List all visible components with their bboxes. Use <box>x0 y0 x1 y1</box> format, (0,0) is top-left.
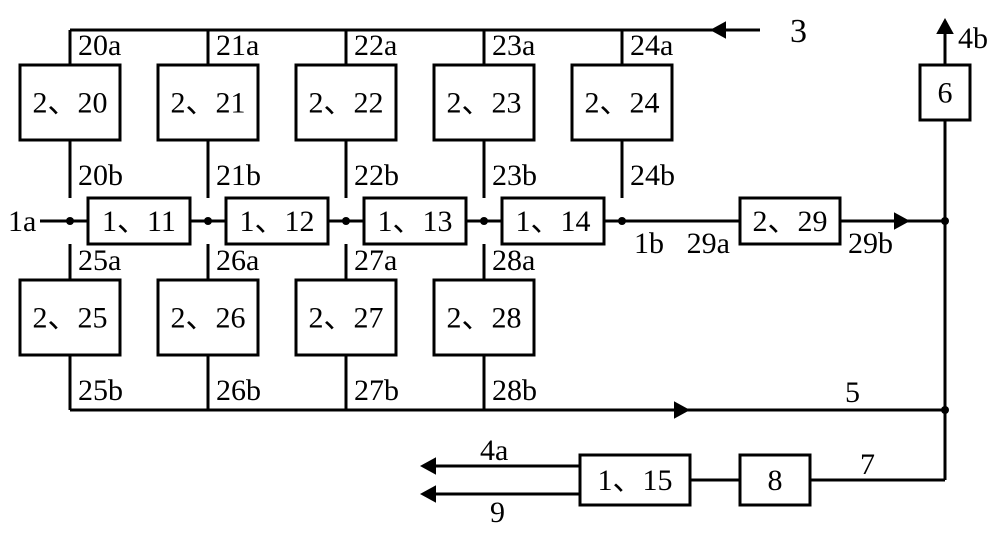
tag-26a: 26a <box>216 244 259 277</box>
tag-26b: 26b <box>216 374 261 407</box>
label-1a: 1a <box>8 205 36 238</box>
tag-25b: 25b <box>78 374 123 407</box>
circuit-diagram: 3 2、20 20a 20b 2、21 21a 21b 2、22 22a 22b 2、23 23a 23… <box>0 0 1000 536</box>
arrow-head <box>710 21 726 39</box>
tag-22a: 22a <box>354 29 397 62</box>
tag-23a: 23a <box>492 29 535 62</box>
tag-29a: 29a <box>687 227 730 260</box>
boxlabel-b24: 2、24 <box>585 87 660 120</box>
arrow-head <box>674 401 690 419</box>
label-3: 3 <box>790 13 807 50</box>
label-7: 7 <box>860 448 875 481</box>
boxlabel-b23: 2、23 <box>447 87 522 120</box>
tag-28a: 28a <box>492 244 535 277</box>
boxlabel-8: 8 <box>768 464 783 497</box>
arrow-head <box>936 18 954 34</box>
arrow-head <box>420 485 436 503</box>
tag-27b: 27b <box>354 374 399 407</box>
tag-21a: 21a <box>216 29 259 62</box>
boxlabel-m11: 1、11 <box>102 205 176 238</box>
boxlabel-6: 6 <box>938 77 953 110</box>
boxlabel-m12: 1、12 <box>240 205 315 238</box>
label-4b: 4b <box>958 22 988 55</box>
boxlabel-b28: 2、28 <box>447 302 522 335</box>
label-1b: 1b <box>634 227 664 260</box>
tag-24b: 24b <box>630 159 675 192</box>
tag-22b: 22b <box>354 159 399 192</box>
label-9: 9 <box>490 496 505 529</box>
tag-28b: 28b <box>492 374 537 407</box>
arrow-head <box>894 212 910 230</box>
boxlabel-b27: 2、27 <box>309 302 384 335</box>
arrow-head <box>420 457 436 475</box>
boxlabel-b20: 2、20 <box>33 87 108 120</box>
tag-27a: 27a <box>354 244 397 277</box>
tag-24a: 24a <box>630 29 673 62</box>
boxlabel-b22: 2、22 <box>309 87 384 120</box>
tag-29b: 29b <box>848 227 893 260</box>
label-4a: 4a <box>480 434 508 467</box>
tag-20b: 20b <box>78 159 123 192</box>
tag-20a: 20a <box>78 29 121 62</box>
tag-21b: 21b <box>216 159 261 192</box>
label-5: 5 <box>845 376 860 409</box>
boxlabel-b26: 2、26 <box>171 302 246 335</box>
tag-23b: 23b <box>492 159 537 192</box>
boxlabel-m14: 1、14 <box>516 205 591 238</box>
boxlabel-29: 2、29 <box>753 205 828 238</box>
boxlabel-b25: 2、25 <box>33 302 108 335</box>
boxlabel-b21: 2、21 <box>171 87 246 120</box>
boxlabel-15: 1、15 <box>598 464 673 497</box>
tag-25a: 25a <box>78 244 121 277</box>
boxlabel-m13: 1、13 <box>378 205 453 238</box>
